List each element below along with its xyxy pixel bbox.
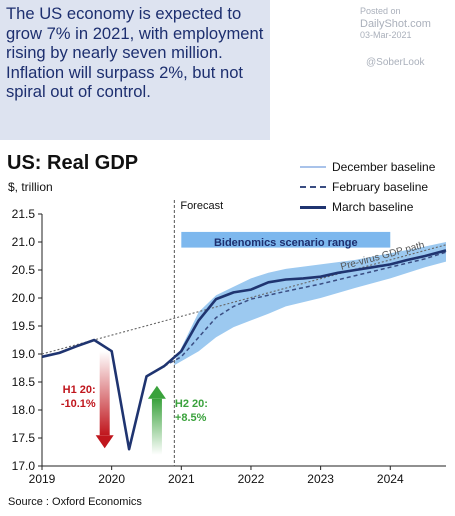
legend-swatch-march	[300, 205, 326, 209]
scenario-label: Bidenomics scenario range	[214, 237, 358, 249]
y-tick-label: 21.5	[12, 207, 36, 221]
chart-title: US: Real GDP	[7, 152, 139, 174]
h1-annotation-line2: -10.1%	[61, 398, 96, 410]
february-baseline-line	[163, 251, 447, 367]
y-tick-label: 18.0	[12, 403, 36, 417]
legend-label-february: February baseline	[332, 180, 429, 194]
y-tick-label: 19.5	[12, 319, 36, 333]
headline-text: The US economy is expected to grow 7% in…	[6, 4, 264, 102]
source-note: Source : Oxford Economics	[8, 496, 142, 508]
h2-arrow-head	[147, 385, 166, 399]
chart-legend: December baseline February baseline Marc…	[300, 157, 435, 217]
h2-annotation-line1: H2 20:	[175, 398, 208, 410]
scenario-label-box	[181, 231, 391, 248]
posted-date: 03-Mar-2021	[360, 30, 412, 40]
x-tick-label: 2023	[307, 472, 334, 486]
x-tick-label: 2020	[98, 472, 125, 486]
pre-virus-path-line	[41, 244, 447, 355]
legend-item-march: March baseline	[300, 197, 435, 217]
y-tick-label: 17.5	[12, 431, 36, 445]
posted-watermark: Posted on DailyShot.com 03-Mar-2021 @Sob…	[360, 6, 431, 68]
h1-arrow-head	[95, 435, 114, 449]
y-tick-label: 20.5	[12, 263, 36, 277]
h2-annotation-line2: +8.5%	[175, 412, 207, 424]
posted-site: DailyShot.com	[360, 18, 431, 30]
headline-box: The US economy is expected to grow 7% in…	[0, 0, 270, 140]
y-tick-label: 19.0	[12, 347, 36, 361]
scenario-band	[174, 242, 447, 366]
legend-label-december: December baseline	[332, 160, 436, 174]
h1-arrow-shaft	[99, 351, 110, 436]
legend-item-february: February baseline	[300, 177, 435, 197]
x-tick-label: 2021	[168, 472, 195, 486]
march-baseline-line	[41, 249, 447, 451]
h1-annotation-line1: H1 20:	[63, 384, 96, 396]
posted-label: Posted on	[360, 6, 401, 16]
x-tick-label: 2024	[377, 472, 404, 486]
y-tick-label: 17.0	[12, 459, 36, 473]
legend-label-march: March baseline	[332, 200, 414, 214]
y-tick-label: 20.0	[12, 291, 36, 305]
posted-handle: @SoberLook	[366, 57, 425, 68]
y-tick-label: 21.0	[12, 235, 36, 249]
forecast-label: Forecast	[180, 200, 223, 212]
x-tick-label: 2019	[29, 472, 56, 486]
legend-swatch-december	[300, 166, 326, 168]
y-tick-label: 18.5	[12, 375, 36, 389]
y-axis-unit-label: $, trillion	[8, 180, 53, 194]
legend-item-december: December baseline	[300, 157, 435, 177]
h2-arrow-shaft	[151, 398, 162, 455]
x-tick-label: 2022	[238, 472, 265, 486]
legend-swatch-february	[300, 186, 326, 188]
